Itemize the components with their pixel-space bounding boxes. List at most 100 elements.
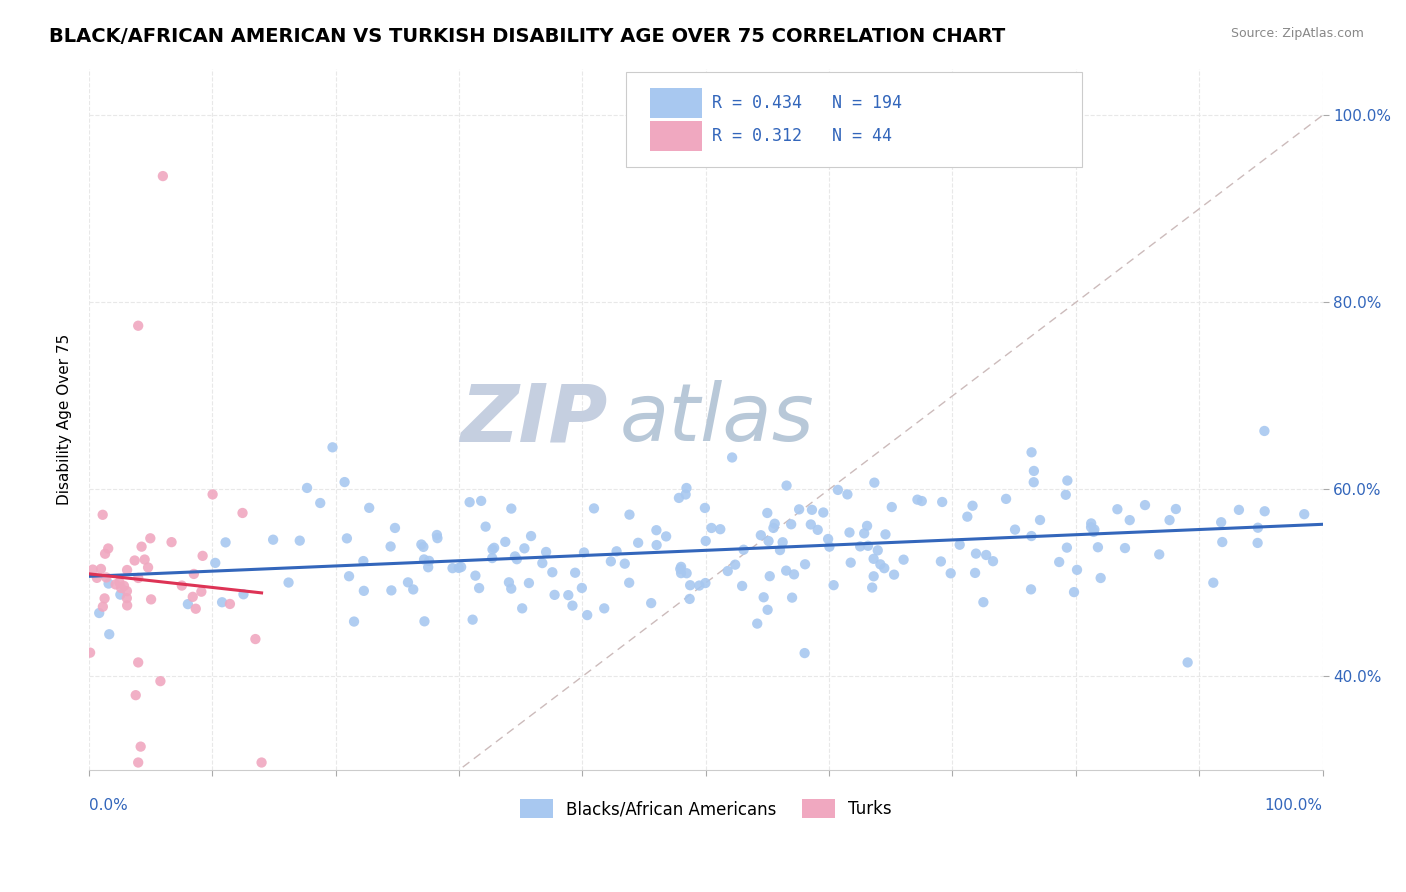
Point [231, 506, 253, 520]
Point [1054, 488, 1077, 502]
Point [756, 506, 779, 520]
Point [359, 500, 381, 515]
Point [775, 564, 797, 578]
Point [1083, 523, 1105, 537]
Point [426, 528, 449, 542]
Point [127, 656, 149, 670]
Point [115, 591, 138, 606]
Point [571, 581, 593, 595]
Point [1253, 424, 1275, 438]
Point [534, 545, 557, 559]
Point [1211, 535, 1233, 549]
Point [396, 575, 419, 590]
Point [86, 571, 108, 585]
Point [211, 595, 233, 609]
Point [873, 561, 896, 575]
Point [693, 500, 716, 515]
FancyBboxPatch shape [626, 72, 1083, 167]
Point [747, 616, 769, 631]
Text: R = 0.434   N = 194: R = 0.434 N = 194 [711, 94, 901, 112]
Point [131, 540, 153, 554]
Point [645, 538, 668, 552]
Point [669, 559, 692, 574]
Point [295, 481, 318, 495]
Point [352, 554, 374, 568]
Point [191, 549, 214, 563]
Point [962, 499, 984, 513]
Point [866, 543, 889, 558]
Point [98, 627, 121, 641]
Point [190, 584, 212, 599]
Point [170, 578, 193, 592]
Point [1019, 582, 1042, 597]
Point [277, 575, 299, 590]
Point [219, 597, 242, 611]
Point [506, 552, 529, 566]
Point [758, 569, 780, 583]
Point [510, 601, 533, 615]
Point [115, 599, 138, 613]
Point [426, 531, 449, 545]
Point [402, 582, 425, 597]
Point [134, 552, 156, 566]
Point [911, 494, 934, 508]
Point [862, 569, 884, 583]
Point [839, 556, 862, 570]
Point [1056, 474, 1078, 488]
Point [413, 552, 436, 566]
Point [813, 506, 835, 520]
Point [380, 540, 402, 554]
Point [619, 575, 641, 590]
Point [1080, 520, 1102, 534]
Point [763, 516, 786, 531]
Point [481, 542, 503, 557]
Point [461, 613, 484, 627]
Point [606, 544, 628, 558]
Point [91, 599, 114, 614]
Point [1107, 502, 1129, 516]
Point [482, 541, 505, 555]
Point [599, 554, 621, 568]
Point [152, 169, 174, 183]
Point [655, 529, 678, 543]
Point [127, 571, 149, 585]
Point [1114, 541, 1136, 555]
Text: 0.0%: 0.0% [89, 798, 128, 813]
Point [1119, 513, 1142, 527]
Point [931, 495, 953, 509]
Point [91, 508, 114, 522]
Point [862, 551, 884, 566]
Point [183, 566, 205, 581]
FancyBboxPatch shape [650, 88, 702, 118]
Point [520, 529, 543, 543]
Point [1227, 503, 1250, 517]
Point [139, 531, 162, 545]
Point [94, 547, 117, 561]
Point [1083, 524, 1105, 539]
Point [818, 540, 841, 554]
Point [149, 674, 172, 689]
Point [337, 569, 360, 583]
Point [1004, 523, 1026, 537]
Point [949, 538, 972, 552]
Point [413, 615, 436, 629]
Point [769, 543, 792, 558]
Point [679, 578, 702, 592]
Point [1246, 536, 1268, 550]
Point [136, 560, 159, 574]
Point [679, 591, 702, 606]
Point [974, 548, 997, 562]
Point [780, 517, 803, 532]
Point [1047, 555, 1070, 569]
Point [762, 521, 785, 535]
Point [619, 508, 641, 522]
Point [695, 576, 717, 591]
Point [232, 587, 254, 601]
Point [972, 595, 994, 609]
Point [108, 575, 131, 590]
Point [1253, 504, 1275, 518]
Point [517, 576, 540, 591]
Point [458, 495, 481, 509]
Point [1177, 656, 1199, 670]
Point [669, 566, 692, 581]
